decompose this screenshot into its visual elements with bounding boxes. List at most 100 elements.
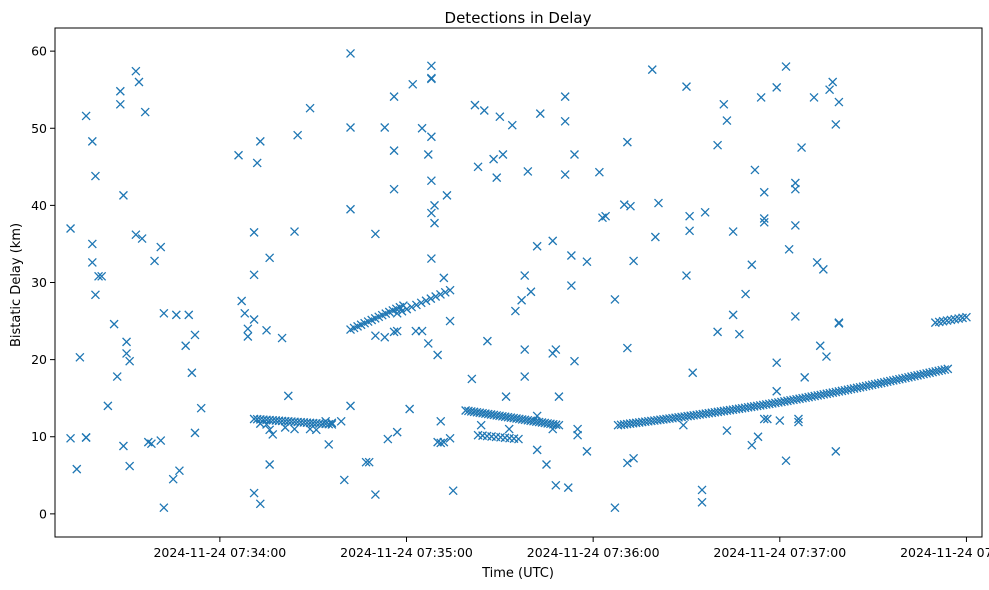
data-point <box>383 434 393 444</box>
data-point <box>775 416 785 426</box>
data-point <box>187 368 197 378</box>
y-axis: 0 10 20 30 40 50 60 <box>31 44 55 521</box>
data-point <box>140 107 150 117</box>
data-point <box>426 132 436 142</box>
data-point <box>305 103 315 113</box>
data-point <box>560 170 570 179</box>
data-point <box>184 310 194 320</box>
data-point <box>66 224 76 233</box>
data-point <box>426 73 436 83</box>
data-point <box>492 173 502 183</box>
data-point <box>190 428 200 438</box>
data-point <box>551 480 561 490</box>
data-point <box>781 456 791 466</box>
data-point <box>94 271 104 281</box>
data-point <box>682 82 691 92</box>
data-point <box>327 418 337 428</box>
data-point <box>554 392 564 402</box>
data-point <box>389 92 399 102</box>
data-point <box>346 123 355 132</box>
data-point <box>436 416 446 426</box>
data-point <box>825 85 835 95</box>
x-tick-label: 2024-11-24 07:37:00 <box>713 545 846 560</box>
data-point <box>747 440 757 450</box>
data-point <box>542 460 551 469</box>
data-point <box>150 256 160 266</box>
data-point <box>790 220 800 230</box>
data-point <box>237 296 247 306</box>
data-point <box>370 331 380 341</box>
data-point <box>759 214 769 223</box>
data-point-track-c <box>397 306 407 316</box>
data-point <box>834 97 844 107</box>
y-tick-label: 40 <box>31 198 47 213</box>
y-tick-label: 60 <box>31 44 47 59</box>
data-point <box>255 499 265 509</box>
data-point <box>125 356 135 366</box>
data-point <box>277 333 287 343</box>
data-point <box>479 106 489 115</box>
data-point <box>831 446 841 456</box>
data-point <box>570 356 579 366</box>
data-point <box>234 150 243 160</box>
data-point <box>426 176 436 186</box>
data-point <box>445 316 455 326</box>
data-point <box>439 437 449 447</box>
data-point <box>794 417 803 427</box>
data-point <box>87 257 97 267</box>
data-point <box>436 438 446 448</box>
data-point <box>249 315 259 324</box>
data-point <box>797 143 807 152</box>
data-point <box>131 230 141 240</box>
data-point <box>405 404 415 414</box>
data-point <box>265 253 275 263</box>
data-point <box>741 289 751 299</box>
data-point <box>103 401 113 411</box>
data-point <box>143 437 153 447</box>
data-point <box>794 414 803 424</box>
data-point <box>252 158 262 168</box>
data-point <box>570 150 579 159</box>
data-point <box>622 137 632 147</box>
data-point <box>392 326 402 336</box>
data-point <box>759 217 769 227</box>
data-point <box>713 327 723 337</box>
data-point <box>501 392 511 402</box>
data-point <box>159 308 169 318</box>
data-point <box>361 457 371 467</box>
data-point <box>364 457 374 467</box>
data-point <box>426 61 436 71</box>
data-point <box>156 242 166 252</box>
data-point <box>619 200 629 210</box>
data-point <box>582 446 592 456</box>
data-point <box>647 65 657 75</box>
data-point <box>87 239 97 249</box>
data-point <box>629 256 639 266</box>
plot-area <box>54 27 983 538</box>
data-point <box>370 229 380 239</box>
data-point <box>87 136 97 146</box>
data-point <box>818 264 828 274</box>
data-point <box>828 77 838 87</box>
data-point <box>473 162 483 172</box>
data-point <box>339 475 349 485</box>
data-point <box>610 295 620 304</box>
data-point <box>560 92 570 102</box>
data-point <box>750 165 760 175</box>
y-tick-label: 30 <box>31 275 47 290</box>
data-point <box>290 424 299 434</box>
data-point <box>134 77 144 87</box>
data-point <box>448 486 458 496</box>
data-point <box>697 485 707 495</box>
x-tick-label: 2024-11-24 07:36:00 <box>527 545 660 560</box>
data-point <box>122 337 132 347</box>
data-point <box>566 281 576 291</box>
data-point <box>262 419 271 429</box>
data-point <box>834 318 844 328</box>
data-point-track-g <box>961 312 971 322</box>
data-point <box>713 140 723 150</box>
data-point <box>601 211 611 221</box>
data-point <box>573 424 583 434</box>
data-point-track-f <box>943 364 953 374</box>
data-point-track-c <box>407 302 417 312</box>
